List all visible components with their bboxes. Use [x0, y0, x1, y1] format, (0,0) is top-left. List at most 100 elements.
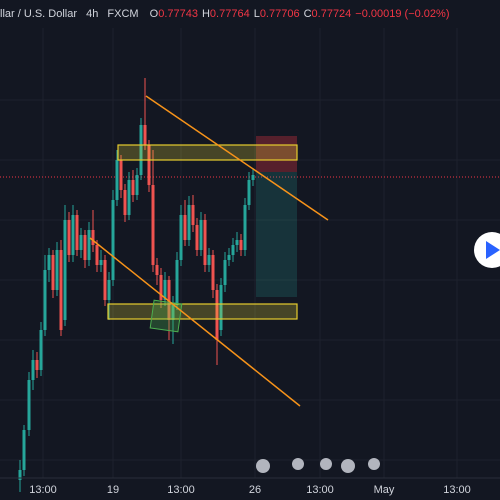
candle-body [107, 280, 111, 300]
grid [0, 28, 500, 478]
candle-body [215, 290, 219, 340]
candle-body [103, 260, 107, 300]
interval: 4h [86, 8, 98, 20]
candle-body [143, 125, 147, 145]
candle-body [43, 270, 47, 330]
candle-body [151, 185, 155, 265]
candle-body [39, 330, 43, 370]
candle-body [147, 145, 151, 185]
ohlc-value: 0.77706 [260, 8, 300, 20]
ohlc-label: H [202, 8, 210, 20]
candle-body [223, 260, 227, 285]
candle-body [75, 215, 79, 250]
candle-body [155, 265, 159, 275]
candle-body [27, 380, 31, 430]
candle-body [199, 220, 203, 250]
trend-line[interactable] [89, 237, 301, 407]
candle-body [139, 125, 143, 175]
candle-body [111, 200, 115, 280]
x-tick-label: 19 [107, 484, 119, 496]
candle-body [167, 280, 171, 320]
resistance-box[interactable] [117, 144, 298, 161]
candle-body [123, 190, 127, 215]
ohlc-value: 0.77724 [312, 8, 352, 20]
candle-body [47, 255, 51, 270]
x-tick-label: 26 [249, 484, 261, 496]
flag-icon[interactable] [292, 458, 304, 470]
x-tick-label: May [374, 484, 395, 496]
candles [18, 78, 255, 492]
candle-body [91, 230, 95, 245]
candle-body [63, 220, 67, 320]
ohlc-label: O [150, 8, 159, 20]
candle-body [175, 260, 179, 305]
highlight-box[interactable] [149, 299, 183, 333]
candle-body [79, 235, 83, 250]
candle-body [247, 180, 251, 205]
candle-body [67, 220, 71, 255]
header-bar [0, 0, 500, 28]
candle-body [187, 205, 191, 240]
candle-body [171, 305, 175, 320]
x-tick-label: 13:00 [306, 484, 334, 496]
candle-body [127, 180, 131, 215]
candle-body [179, 215, 183, 260]
x-tick-label: 13:00 [443, 484, 471, 496]
x-tick-label: 13:00 [167, 484, 195, 496]
candle-body [99, 260, 103, 265]
candle-body [227, 255, 231, 260]
candle-body [119, 160, 123, 190]
candle-body [183, 215, 187, 240]
candle-body [231, 245, 235, 255]
symbol: llar / U.S. Dollar [0, 8, 77, 20]
play-icon [486, 241, 500, 259]
event-badges [256, 458, 380, 473]
candle-body [71, 215, 75, 255]
candle-body [131, 180, 135, 195]
stop-zone [256, 136, 297, 172]
flag-icon[interactable] [341, 459, 355, 473]
candle-body [95, 245, 99, 265]
support-box[interactable] [107, 303, 298, 320]
flag-icon[interactable] [368, 458, 380, 470]
candle-body [18, 470, 22, 480]
candle-body [35, 360, 39, 370]
candle-body [135, 175, 139, 195]
candle-body [22, 430, 26, 470]
candle-body [203, 220, 207, 265]
candle-body [87, 230, 91, 260]
change: −0.00019 (−0.02%) [355, 8, 449, 20]
x-axis: 13:00 19 13:00 26 13:00 May 13:00 [29, 484, 471, 496]
ohlc-value: 0.77743 [158, 8, 198, 20]
candle-body [191, 205, 195, 225]
target-zone [256, 172, 297, 297]
x-tick-label: 13:00 [29, 484, 57, 496]
trend-line[interactable] [145, 95, 329, 221]
candle-body [243, 205, 247, 250]
candle-body [163, 280, 167, 300]
candle-body [31, 360, 35, 380]
candle-body [195, 225, 199, 250]
candle-body [251, 175, 255, 180]
ohlc-label: L [254, 8, 260, 20]
candle-body [159, 275, 163, 300]
candle-body [235, 240, 239, 245]
flag-icon[interactable] [256, 459, 270, 473]
candle-body [55, 250, 59, 290]
candle-body [239, 240, 243, 250]
exchange: FXCM [107, 8, 138, 20]
ohlc-label: C [304, 8, 312, 20]
candle-body [83, 235, 87, 260]
ohlc-value: 0.77764 [210, 8, 250, 20]
candle-body [211, 255, 215, 290]
candle-body [115, 160, 119, 200]
legend-header: llar / U.S. Dollar 4h FXCM O0.77743 H0.77… [0, 8, 449, 20]
candle-body [51, 255, 55, 290]
candle-body [219, 285, 223, 330]
candle-body [207, 255, 211, 265]
candle-body [59, 250, 63, 330]
flag-icon[interactable] [320, 458, 332, 470]
